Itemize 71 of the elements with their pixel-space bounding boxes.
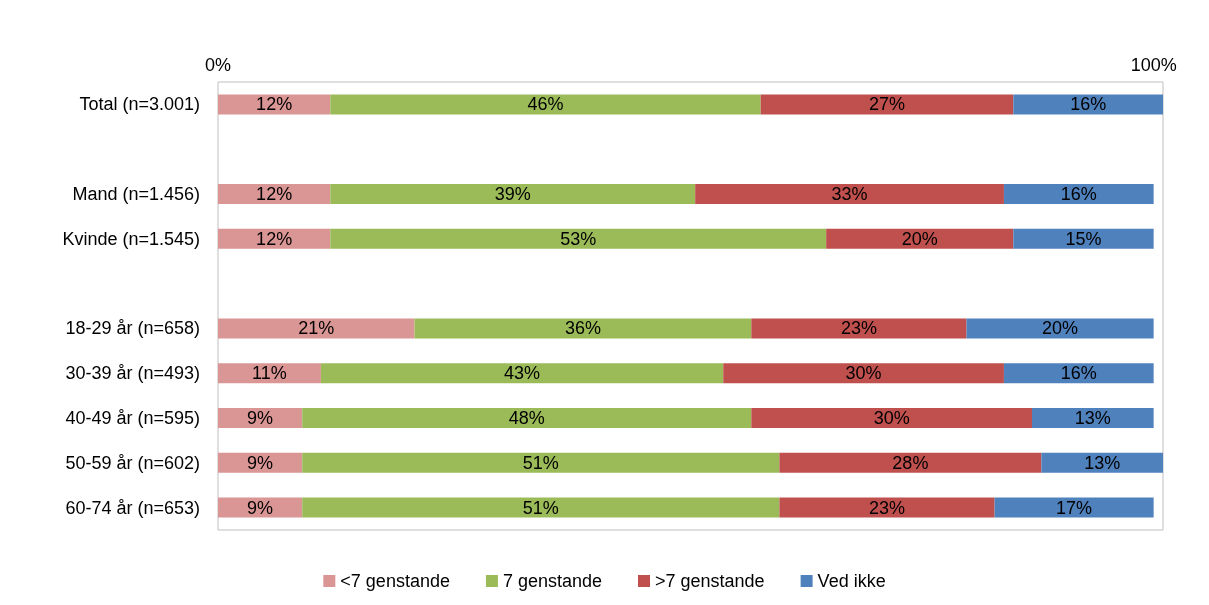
bar <box>320 363 724 384</box>
bar <box>1032 408 1154 428</box>
bar <box>330 184 696 204</box>
y-tick-label: Kvinde (n=1.545) <box>62 228 200 249</box>
data-label: 21% <box>298 318 335 339</box>
bar <box>1013 94 1163 115</box>
data-label: 20% <box>901 228 938 249</box>
bar <box>723 363 1004 384</box>
data-label: 9% <box>247 497 274 518</box>
data-label: 11% <box>252 363 287 384</box>
legend-label: >7 genstande <box>655 571 765 591</box>
bar <box>826 228 1014 249</box>
data-label: 28% <box>892 452 929 473</box>
bar <box>779 497 995 518</box>
data-label: 15% <box>1065 228 1102 249</box>
bar <box>994 497 1154 518</box>
data-label: 46% <box>527 94 564 115</box>
bar <box>779 452 1042 473</box>
bar <box>966 318 1154 339</box>
data-label: 33% <box>831 184 868 204</box>
bar <box>1041 452 1163 473</box>
bar <box>751 408 1033 428</box>
bar <box>751 318 967 339</box>
data-label: 12% <box>256 228 293 249</box>
data-label: 43% <box>504 363 541 384</box>
data-label: 9% <box>247 452 274 473</box>
data-label: 53% <box>560 228 597 249</box>
data-label: 51% <box>522 497 559 518</box>
x-tick-label: 0% <box>204 55 232 75</box>
y-tick-label: 60-74 år (n=653) <box>65 497 200 518</box>
data-label: 27% <box>868 94 905 115</box>
data-label: 20% <box>1042 318 1079 339</box>
x-tick-label: 100% <box>1130 55 1177 75</box>
data-label: 16% <box>1070 94 1107 115</box>
legend-label: 7 genstande <box>502 571 603 591</box>
legend-label: <7 genstande <box>340 571 450 591</box>
bar <box>414 318 752 339</box>
bar <box>1013 228 1154 249</box>
data-label: 12% <box>256 184 293 204</box>
y-tick-label: Mand (n=1.456) <box>72 184 200 204</box>
data-label: 30% <box>873 408 910 428</box>
y-tick-label: 18-29 år (n=658) <box>65 318 200 339</box>
bar <box>330 228 827 249</box>
data-label: 30% <box>845 363 882 384</box>
y-tick-label: 30-39 år (n=493) <box>65 363 200 384</box>
bar <box>1003 363 1154 384</box>
data-label: 51% <box>522 452 559 473</box>
data-label: 17% <box>1056 497 1093 518</box>
data-label: 9% <box>247 408 274 428</box>
y-tick-label: 40-49 år (n=595) <box>65 408 200 428</box>
data-label: 13% <box>1074 408 1111 428</box>
bar <box>302 452 780 473</box>
data-label: 12% <box>256 94 293 115</box>
data-label: 13% <box>1084 452 1121 473</box>
y-tick-label: 50-59 år (n=602) <box>65 452 200 473</box>
y-tick-label: Total (n=3.001) <box>79 94 200 115</box>
bar <box>218 318 415 339</box>
bar <box>302 408 752 428</box>
data-label: 16% <box>1060 184 1097 204</box>
bar <box>302 497 780 518</box>
data-label: 23% <box>840 318 877 339</box>
data-label: 23% <box>868 497 905 518</box>
bar <box>1003 184 1154 204</box>
legend-label: Ved ikke <box>817 571 886 591</box>
data-label: 48% <box>508 408 545 428</box>
bar <box>330 94 761 115</box>
bar <box>760 94 1014 115</box>
data-label: 16% <box>1060 363 1097 384</box>
data-label: 39% <box>494 184 531 204</box>
bar <box>695 184 1004 204</box>
data-label: 36% <box>564 318 601 339</box>
